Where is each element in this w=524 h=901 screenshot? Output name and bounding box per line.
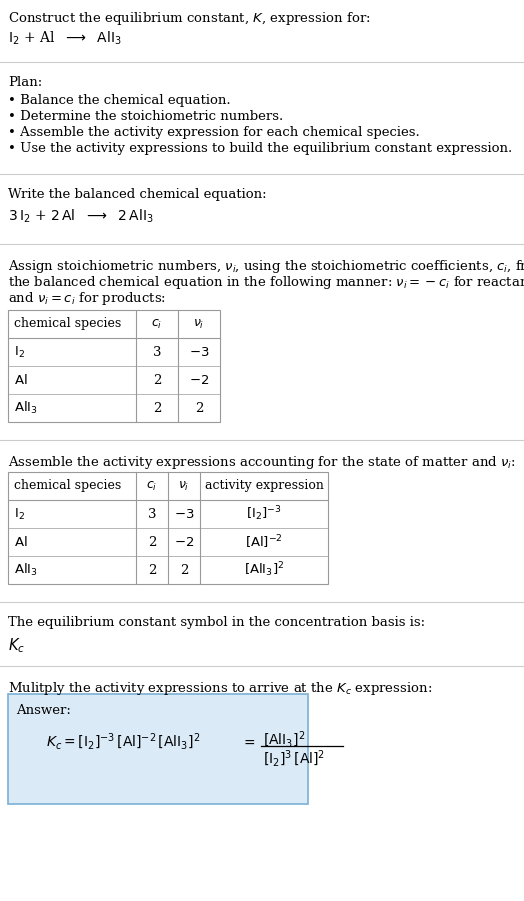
Text: $-3$: $-3$ xyxy=(174,507,194,521)
Text: Write the balanced chemical equation:: Write the balanced chemical equation: xyxy=(8,188,267,201)
Text: 2: 2 xyxy=(153,374,161,387)
Text: $[\mathrm{I_2}]^{-3}$: $[\mathrm{I_2}]^{-3}$ xyxy=(246,505,282,523)
Text: • Determine the stoichiometric numbers.: • Determine the stoichiometric numbers. xyxy=(8,110,283,123)
Text: 2: 2 xyxy=(148,563,156,577)
Text: $\mathrm{I_2}$ + Al  $\longrightarrow$  $\mathrm{AlI_3}$: $\mathrm{I_2}$ + Al $\longrightarrow$ $\… xyxy=(8,30,122,48)
Text: Answer:: Answer: xyxy=(16,704,71,717)
Text: • Use the activity expressions to build the equilibrium constant expression.: • Use the activity expressions to build … xyxy=(8,142,512,155)
Text: $[\mathrm{Al}]^{-2}$: $[\mathrm{Al}]^{-2}$ xyxy=(245,533,283,551)
Text: $K_c$: $K_c$ xyxy=(8,636,25,655)
Text: $3\,\mathrm{I_2}$ + $2\,\mathrm{Al}$  $\longrightarrow$  $2\,\mathrm{AlI_3}$: $3\,\mathrm{I_2}$ + $2\,\mathrm{Al}$ $\l… xyxy=(8,208,154,225)
Text: $-2$: $-2$ xyxy=(174,535,194,549)
Text: $\mathrm{I_2}$: $\mathrm{I_2}$ xyxy=(14,344,25,359)
Text: $-2$: $-2$ xyxy=(189,374,209,387)
Text: $[\mathrm{I_2}]^{3}\,[\mathrm{Al}]^{2}$: $[\mathrm{I_2}]^{3}\,[\mathrm{Al}]^{2}$ xyxy=(263,749,325,769)
Text: Assemble the activity expressions accounting for the state of matter and $\nu_i$: Assemble the activity expressions accoun… xyxy=(8,454,516,471)
Text: Plan:: Plan: xyxy=(8,76,42,89)
Text: $K_c = [\mathrm{I_2}]^{-3}\,[\mathrm{Al}]^{-2}\,[\mathrm{AlI_3}]^{2}$: $K_c = [\mathrm{I_2}]^{-3}\,[\mathrm{Al}… xyxy=(46,732,200,752)
Text: $[\mathrm{AlI_3}]^{2}$: $[\mathrm{AlI_3}]^{2}$ xyxy=(244,560,284,579)
Text: The equilibrium constant symbol in the concentration basis is:: The equilibrium constant symbol in the c… xyxy=(8,616,425,629)
Text: $\mathrm{Al}$: $\mathrm{Al}$ xyxy=(14,373,28,387)
Text: $\mathrm{I_2}$: $\mathrm{I_2}$ xyxy=(14,506,25,522)
Text: • Balance the chemical equation.: • Balance the chemical equation. xyxy=(8,94,231,107)
Text: $\mathrm{AlI_3}$: $\mathrm{AlI_3}$ xyxy=(14,562,38,578)
Text: $\mathrm{Al}$: $\mathrm{Al}$ xyxy=(14,535,28,549)
Text: $c_i$: $c_i$ xyxy=(146,479,158,493)
Text: $\mathrm{AlI_3}$: $\mathrm{AlI_3}$ xyxy=(14,400,38,416)
Text: Mulitply the activity expressions to arrive at the $K_c$ expression:: Mulitply the activity expressions to arr… xyxy=(8,680,432,697)
Text: 2: 2 xyxy=(195,402,203,414)
Bar xyxy=(8,472,328,584)
Text: $c_i$: $c_i$ xyxy=(151,317,162,331)
Text: $\nu_i$: $\nu_i$ xyxy=(193,317,205,331)
Text: the balanced chemical equation in the following manner: $\nu_i = -c_i$ for react: the balanced chemical equation in the fo… xyxy=(8,274,524,291)
Text: $\nu_i$: $\nu_i$ xyxy=(178,479,190,493)
Bar xyxy=(8,310,220,422)
Text: Construct the equilibrium constant, $K$, expression for:: Construct the equilibrium constant, $K$,… xyxy=(8,10,370,27)
Text: $-3$: $-3$ xyxy=(189,345,209,359)
Text: $[\mathrm{AlI_3}]^{2}$: $[\mathrm{AlI_3}]^{2}$ xyxy=(263,730,305,751)
Text: and $\nu_i = c_i$ for products:: and $\nu_i = c_i$ for products: xyxy=(8,290,166,307)
FancyBboxPatch shape xyxy=(8,694,308,804)
Text: 3: 3 xyxy=(153,345,161,359)
Text: $=$: $=$ xyxy=(241,735,256,749)
Text: chemical species: chemical species xyxy=(14,479,121,493)
Text: activity expression: activity expression xyxy=(204,479,323,493)
Text: • Assemble the activity expression for each chemical species.: • Assemble the activity expression for e… xyxy=(8,126,420,139)
Text: 3: 3 xyxy=(148,507,156,521)
Text: 2: 2 xyxy=(148,535,156,549)
Text: 2: 2 xyxy=(153,402,161,414)
Text: 2: 2 xyxy=(180,563,188,577)
Text: chemical species: chemical species xyxy=(14,317,121,331)
Text: Assign stoichiometric numbers, $\nu_i$, using the stoichiometric coefficients, $: Assign stoichiometric numbers, $\nu_i$, … xyxy=(8,258,524,275)
